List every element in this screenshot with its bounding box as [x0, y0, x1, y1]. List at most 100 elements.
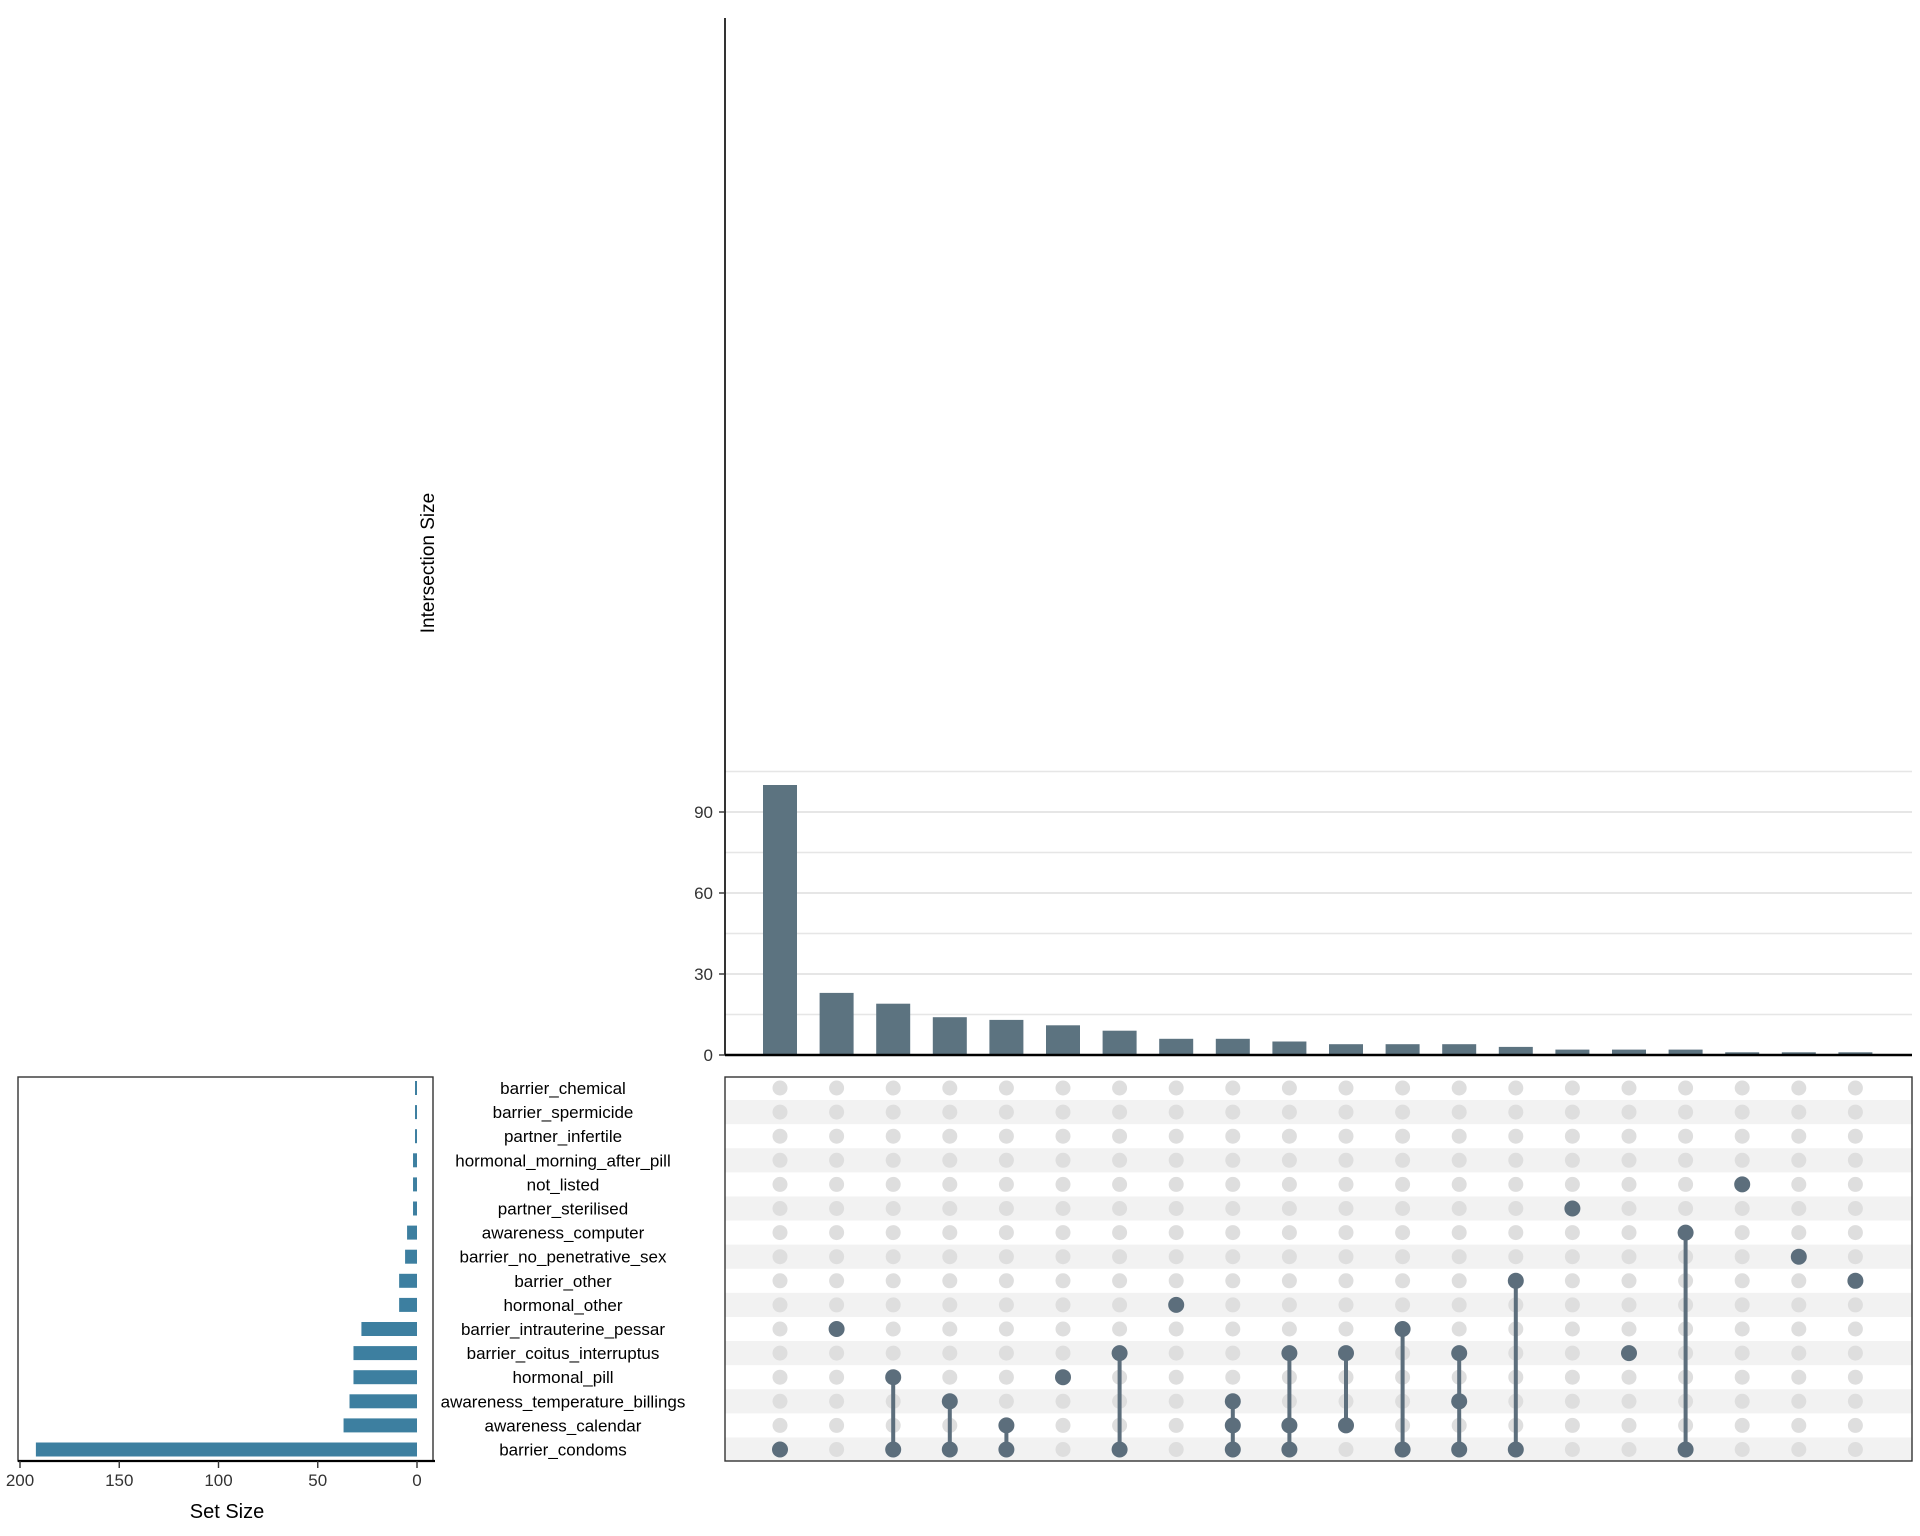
matrix-dot-active: [1281, 1417, 1298, 1434]
set-label: awareness_calendar: [485, 1416, 642, 1435]
matrix-dot-inactive: [1225, 1225, 1241, 1241]
matrix-dot-inactive: [1225, 1080, 1241, 1096]
matrix-dot-inactive: [1678, 1176, 1694, 1192]
matrix-dot-inactive: [1508, 1225, 1524, 1241]
matrix-dot-active: [1507, 1272, 1524, 1289]
matrix-dot-inactive: [998, 1128, 1014, 1144]
matrix-dot-inactive: [1621, 1152, 1637, 1168]
matrix-dot-inactive: [885, 1273, 901, 1289]
matrix-dot-inactive: [1168, 1417, 1184, 1433]
matrix-dot-inactive: [772, 1345, 788, 1361]
matrix-dot-inactive: [942, 1225, 958, 1241]
matrix-dot-inactive: [942, 1176, 958, 1192]
matrix-dot-inactive: [885, 1152, 901, 1168]
matrix-dot-inactive: [1338, 1104, 1354, 1120]
matrix-dot-inactive: [1791, 1345, 1807, 1361]
matrix-dot-inactive: [1395, 1176, 1411, 1192]
matrix-dot-inactive: [1791, 1128, 1807, 1144]
set-size-bar: [353, 1346, 417, 1361]
matrix-dot-inactive: [1451, 1297, 1467, 1313]
set-size-bar: [415, 1129, 417, 1144]
matrix-dot-active: [941, 1441, 958, 1458]
matrix-dot-inactive: [772, 1417, 788, 1433]
matrix-dot-inactive: [1395, 1297, 1411, 1313]
matrix-dot-inactive: [829, 1417, 845, 1433]
matrix-dot-inactive: [1734, 1152, 1750, 1168]
matrix-dot-inactive: [772, 1249, 788, 1265]
matrix-dot-inactive: [1734, 1321, 1750, 1337]
intersection-bar: [1215, 1038, 1250, 1055]
matrix-dot-inactive: [1564, 1345, 1580, 1361]
matrix-dot-inactive: [1225, 1128, 1241, 1144]
matrix-dot-inactive: [885, 1080, 901, 1096]
matrix-dot-inactive: [1564, 1104, 1580, 1120]
matrix-dot-inactive: [1621, 1297, 1637, 1313]
matrix-dot-active: [1338, 1345, 1354, 1362]
matrix-dot-active: [1734, 1176, 1751, 1193]
set-labels: barrier_chemical barrier_spermicidepartne…: [441, 1079, 686, 1460]
matrix-dot-inactive: [885, 1128, 901, 1144]
matrix-dot-inactive: [1678, 1152, 1694, 1168]
matrix-dot-inactive: [829, 1369, 845, 1385]
set-size-bar: [407, 1225, 417, 1240]
matrix-dot-inactive: [1621, 1442, 1637, 1457]
matrix-dot-active: [1224, 1393, 1241, 1410]
matrix-dot-inactive: [772, 1104, 788, 1120]
set-size-bar: [415, 1081, 417, 1095]
matrix-dot-inactive: [772, 1225, 788, 1241]
set-label: barrier_coitus_interruptus: [467, 1344, 660, 1363]
y-tick-label: 30: [694, 965, 713, 984]
matrix-dot-inactive: [1451, 1201, 1467, 1216]
matrix-dot-inactive: [1451, 1080, 1467, 1096]
set-size-bar: [349, 1394, 417, 1409]
matrix-dot-inactive: [1225, 1104, 1241, 1120]
matrix-dot-inactive: [998, 1393, 1014, 1409]
matrix-dot-active: [828, 1321, 845, 1337]
matrix-dot-active: [1564, 1200, 1581, 1217]
matrix-dot-inactive: [829, 1152, 845, 1168]
matrix-dot-inactive: [885, 1321, 901, 1337]
matrix-dot-inactive: [1055, 1393, 1071, 1409]
set-size-bar: [415, 1105, 417, 1120]
matrix-dot-inactive: [1338, 1152, 1354, 1168]
matrix-dot-inactive: [1734, 1393, 1750, 1409]
matrix-dot-inactive: [1678, 1104, 1694, 1120]
matrix-dot-inactive: [1168, 1152, 1184, 1168]
matrix-dot-inactive: [942, 1249, 958, 1265]
matrix-dot-active: [1224, 1417, 1241, 1434]
matrix-dot-inactive: [998, 1273, 1014, 1289]
matrix-dot-inactive: [1734, 1297, 1750, 1313]
matrix-dot-inactive: [1055, 1152, 1071, 1168]
matrix-dot-inactive: [1847, 1128, 1863, 1144]
y-tick-label: 0: [704, 1046, 713, 1065]
intersection-bar: [1612, 1049, 1646, 1055]
matrix-dot-inactive: [1678, 1201, 1694, 1216]
set-label: hormonal_pill: [512, 1368, 613, 1387]
matrix-dot-inactive: [1055, 1417, 1071, 1433]
matrix-dot-inactive: [1338, 1225, 1354, 1241]
intersection-bar: [876, 1003, 911, 1055]
matrix-dot-active: [1281, 1345, 1298, 1362]
matrix-dot-inactive: [942, 1128, 958, 1144]
matrix-dot-inactive: [1281, 1273, 1297, 1289]
matrix-dot-inactive: [1055, 1345, 1071, 1361]
matrix-dot-inactive: [1847, 1369, 1863, 1385]
matrix-dot-inactive: [1225, 1345, 1241, 1361]
matrix-dot-inactive: [885, 1249, 901, 1265]
matrix-dot-inactive: [829, 1104, 845, 1120]
matrix-dot-inactive: [1508, 1080, 1524, 1096]
matrix-dot-inactive: [1112, 1201, 1128, 1216]
set-label: barrier_chemical: [500, 1079, 626, 1098]
matrix-dot-inactive: [1281, 1080, 1297, 1096]
matrix-dot-inactive: [942, 1321, 958, 1337]
set-size-bar: [413, 1201, 417, 1216]
matrix-stripe: [725, 1389, 1912, 1414]
matrix-dot-inactive: [998, 1152, 1014, 1168]
set-size-tick-label: 50: [308, 1471, 327, 1490]
matrix-dot-inactive: [1508, 1249, 1524, 1265]
set-label: awareness_temperature_billings: [441, 1392, 686, 1411]
set-size-bar: [413, 1177, 417, 1192]
matrix-dot-inactive: [1564, 1176, 1580, 1192]
matrix-dot-inactive: [1168, 1201, 1184, 1216]
